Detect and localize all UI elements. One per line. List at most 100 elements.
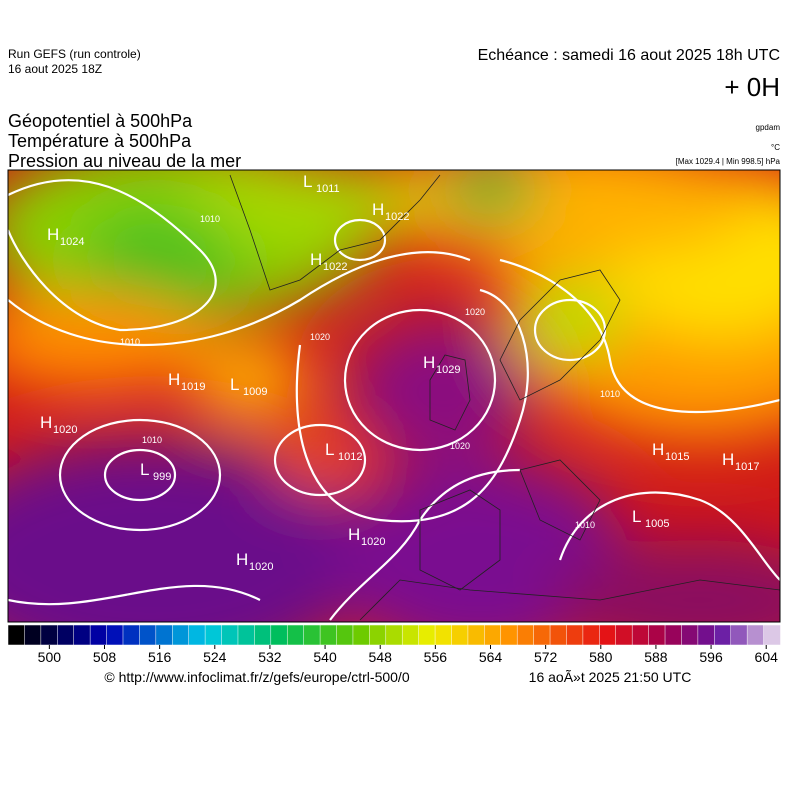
colorbar-swatch [155, 624, 174, 646]
isobar-label: 1010 [600, 389, 620, 399]
center-letter: H [652, 440, 664, 459]
map [8, 170, 780, 622]
center-letter: L [230, 375, 239, 394]
colorbar-swatch [434, 624, 453, 646]
colorbar-swatch [122, 624, 141, 646]
center-pressure: 1015 [665, 451, 689, 463]
colorbar-swatch [24, 624, 42, 646]
colorbar-swatch [484, 624, 502, 646]
unit-label: °C [771, 143, 780, 152]
colorbar-swatch [254, 624, 272, 646]
center-letter: H [47, 225, 59, 244]
colorbar-swatch [221, 624, 239, 646]
colorbar-swatch [319, 624, 338, 646]
colorbar-swatch [500, 624, 518, 646]
colorbar-swatch [40, 624, 59, 646]
isobar-label: 1010 [575, 520, 595, 530]
colorbar-swatch [303, 624, 321, 646]
colorbar-swatch [467, 624, 486, 646]
lead-time: + 0H [724, 72, 780, 102]
colorbar-swatch [730, 624, 748, 646]
colorbar-swatch [697, 624, 716, 646]
center-letter: H [310, 250, 322, 269]
colorbar-swatch [401, 624, 420, 646]
colorbar-tick-label: 572 [534, 649, 558, 665]
colorbar-swatch [385, 624, 403, 646]
unit-label: [Max 1029.4 | Min 998.5] hPa [676, 157, 781, 166]
colorbar-swatch [73, 624, 91, 646]
center-pressure: 1019 [181, 381, 205, 393]
colorbar-tick-label: 508 [93, 649, 117, 665]
center-pressure: 1022 [385, 211, 409, 223]
colorbar-swatch [270, 624, 288, 646]
colorbar-swatch [369, 624, 387, 646]
colorbar-tick-label: 524 [203, 649, 227, 665]
colorbar-tick-label: 556 [424, 649, 448, 665]
center-letter: L [325, 440, 334, 459]
center-letter: L [632, 507, 641, 526]
center-pressure: 1005 [645, 518, 669, 530]
field-title: Température à 500hPa [8, 131, 192, 151]
colorbar-tick-label: 580 [589, 649, 613, 665]
center-letter: L [303, 172, 312, 191]
center-pressure: 1029 [436, 364, 460, 376]
colorbar-swatch [106, 624, 124, 646]
center-pressure: 1009 [243, 386, 267, 398]
colorbar-tick-label: 532 [258, 649, 282, 665]
colorbar-tick-label: 596 [699, 649, 723, 665]
center-pressure: 1017 [735, 461, 759, 473]
colorbar-tick-label: 516 [148, 649, 172, 665]
field-title: Géopotentiel à 500hPa [8, 111, 193, 131]
center-letter: H [348, 525, 360, 544]
colorbar-swatch [582, 624, 601, 646]
center-pressure: 1012 [338, 451, 362, 463]
center-letter: H [372, 200, 384, 219]
isobar-label: 1020 [310, 332, 330, 342]
colorbar-swatch [599, 624, 617, 646]
map-frame [7, 169, 781, 623]
isobar-label: 1010 [142, 435, 162, 445]
colorbar-swatch [451, 624, 469, 646]
colorbar-swatch [763, 624, 781, 646]
colorbar-swatch [746, 624, 765, 646]
center-letter: H [40, 413, 52, 432]
field-title: Pression au niveau de la mer [8, 151, 241, 171]
run-label: Run GEFS (run controle) [8, 47, 141, 61]
colorbar-swatch [89, 624, 108, 646]
colorbar-tick-label: 564 [479, 649, 503, 665]
colorbar-swatch [418, 624, 436, 646]
colorbar-swatch [648, 624, 666, 646]
colorbar-swatch [336, 624, 354, 646]
colorbar-swatch [533, 624, 551, 646]
colorbar-swatch [549, 624, 568, 646]
center-letter: H [722, 450, 734, 469]
colorbar-swatch [352, 624, 371, 646]
center-letter: H [236, 550, 248, 569]
colorbar-swatch [615, 624, 633, 646]
center-pressure: 999 [153, 471, 171, 483]
colorbar-swatch [172, 624, 190, 646]
colorbar-swatch [237, 624, 256, 646]
colorbar-tick-label: 500 [38, 649, 62, 665]
unit-label: gpdam [756, 123, 781, 132]
center-pressure: 1024 [60, 236, 84, 248]
center-pressure: 1022 [323, 261, 347, 273]
generated-time: 16 aoÃ»t 2025 21:50 UTC [529, 669, 692, 685]
center-pressure: 1020 [53, 424, 77, 436]
isobar-label: 1020 [450, 441, 470, 451]
colorbar-swatch [714, 624, 732, 646]
colorbar-swatch [516, 624, 535, 646]
center-letter: H [423, 353, 435, 372]
colorbar-tick-label: 604 [755, 649, 779, 665]
colorbar-swatch [664, 624, 683, 646]
colorbar-swatch [286, 624, 305, 646]
colorbar-tick-label: 548 [369, 649, 393, 665]
colorbar-swatch [566, 624, 584, 646]
valid-time: Echéance : samedi 16 aout 2025 18h UTC [478, 47, 780, 64]
colorbar-tick-label: 588 [644, 649, 668, 665]
colorbar-swatch [7, 624, 26, 646]
colorbar-swatch [204, 624, 223, 646]
colorbar-tick-label: 540 [313, 649, 337, 665]
center-letter: L [140, 460, 149, 479]
